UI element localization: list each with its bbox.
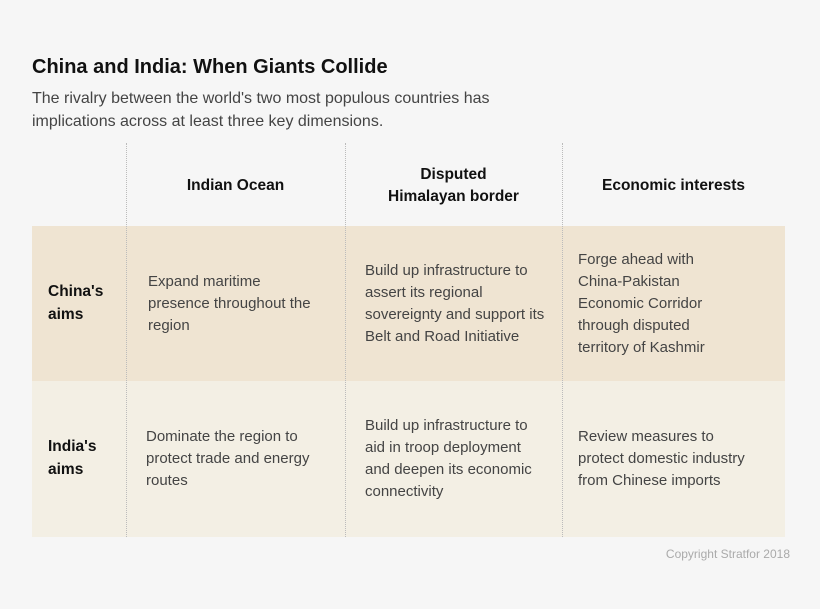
cell-text: Expand maritime presence throughout the … [148, 272, 311, 334]
row-header-india: India's aims [48, 438, 97, 478]
cell-india-indian-ocean: Dominate the region to protect trade and… [146, 381, 331, 537]
table-row-china [32, 226, 785, 381]
copyright: Copyright Stratfor 2018 [665, 547, 790, 561]
row-header-china: China's aims [48, 283, 104, 323]
subtitle: The rivalry between the world's two most… [32, 90, 490, 130]
column-header-indian-ocean: Indian Ocean [186, 176, 285, 194]
cell-text: Build up infrastructure to aid in troop … [365, 417, 532, 500]
cell-india-himalayan: Build up infrastructure to aid in troop … [365, 381, 550, 537]
cell-india-economic: Review measures to protect domestic indu… [578, 381, 753, 537]
column-divider [345, 143, 346, 537]
cell-china-himalayan: Build up infrastructure to assert its re… [365, 226, 550, 381]
column-header-economic-interests: Economic interests [602, 176, 745, 194]
cell-china-indian-ocean: Expand maritime presence throughout the … [148, 226, 318, 381]
page-title: China and India: When Giants Collide [32, 56, 388, 78]
column-header-himalayan-border: Disputed Himalayan border [388, 165, 519, 205]
cell-text: Dominate the region to protect trade and… [146, 428, 310, 489]
column-divider [126, 143, 127, 537]
cell-text: Forge ahead with China-Pakistan Economic… [578, 250, 705, 356]
cell-china-economic: Forge ahead with China-Pakistan Economic… [578, 226, 738, 381]
table-row-india [32, 381, 785, 537]
cell-text: Review measures to protect domestic indu… [578, 428, 745, 489]
cell-text: Build up infrastructure to assert its re… [365, 261, 545, 345]
column-divider [562, 143, 563, 537]
